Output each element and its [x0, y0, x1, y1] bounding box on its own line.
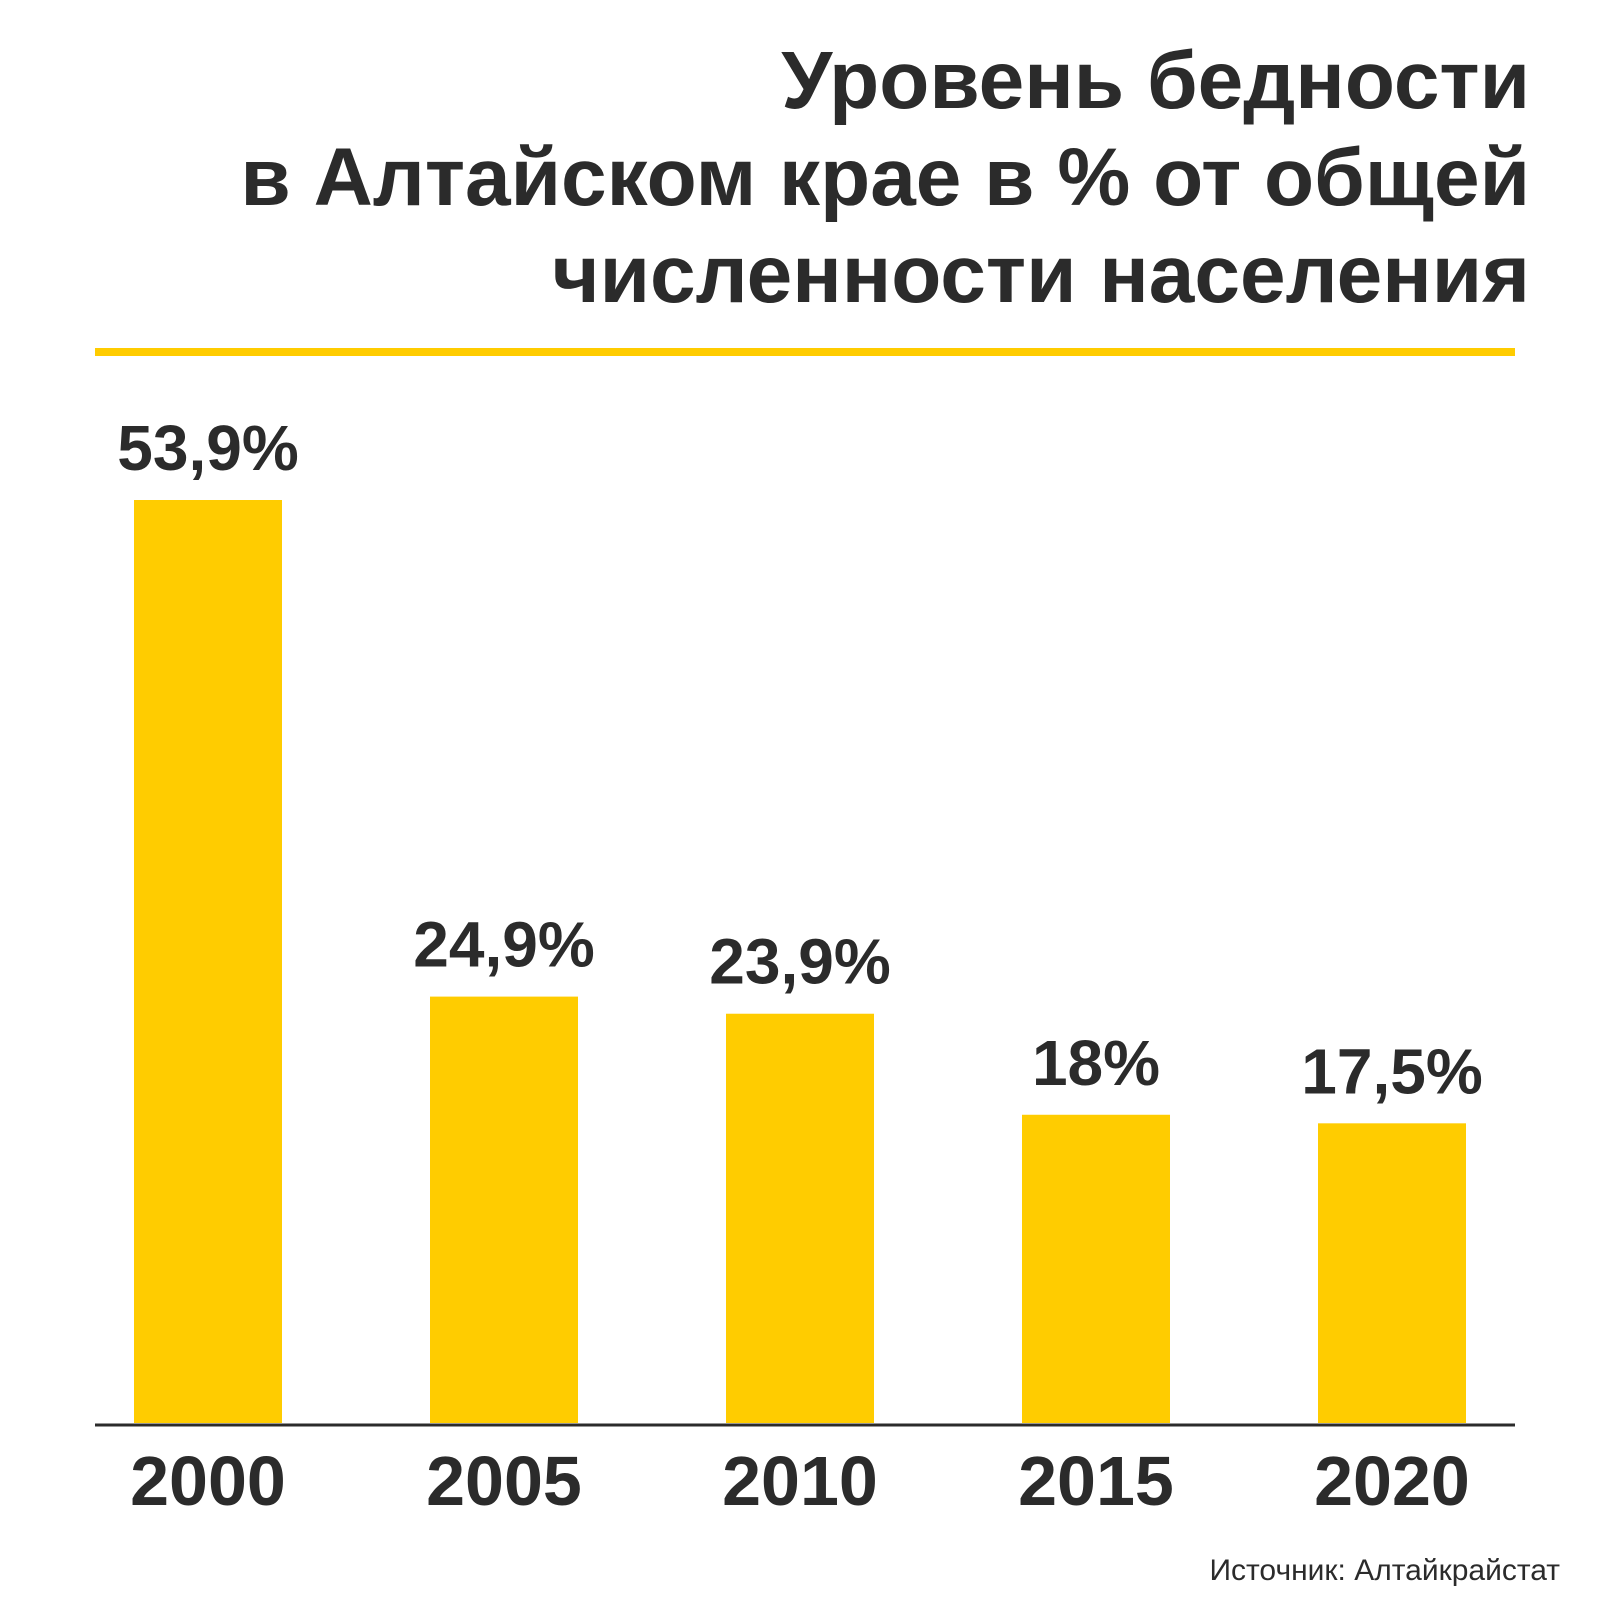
- bar: [134, 500, 282, 1423]
- value-label: 53,9%: [117, 412, 298, 484]
- bar: [726, 1013, 874, 1423]
- x-tick-label: 2000: [130, 1442, 286, 1520]
- value-label: 23,9%: [709, 926, 890, 998]
- bar: [430, 996, 578, 1423]
- x-tick-label: 2005: [426, 1442, 582, 1520]
- chart-title: численности населения: [552, 229, 1530, 320]
- value-label: 18%: [1032, 1027, 1160, 1099]
- source: Источник: Алтайкрайстат: [1209, 1554, 1560, 1587]
- bar: [1022, 1114, 1170, 1423]
- bar: [1318, 1123, 1466, 1423]
- chart-title: в Алтайском крае в % от общей: [240, 132, 1530, 223]
- x-tick-label: 2015: [1018, 1442, 1174, 1520]
- title-rule: [95, 348, 1515, 356]
- chart-title: Уровень бедности: [781, 35, 1530, 126]
- x-tick-label: 2020: [1314, 1442, 1470, 1520]
- value-label: 24,9%: [413, 909, 594, 981]
- value-label: 17,5%: [1301, 1035, 1482, 1107]
- x-tick-label: 2010: [722, 1442, 878, 1520]
